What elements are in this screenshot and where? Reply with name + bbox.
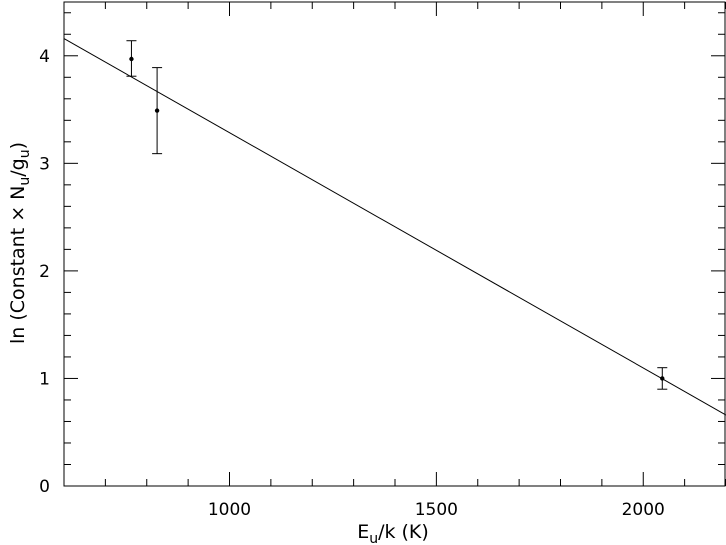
data-point-group — [126, 40, 137, 77]
x-tick-label: 1500 — [415, 500, 458, 520]
x-axis-ticks — [63, 2, 726, 486]
x-tick-labels: 1000 1500 2000 — [208, 500, 665, 520]
fit-line-group — [63, 38, 726, 416]
y-tick-label: 1 — [39, 369, 50, 389]
data-point — [660, 376, 665, 381]
data-point — [154, 108, 160, 113]
fit-line — [63, 38, 726, 416]
y-tick-label: 3 — [39, 154, 50, 174]
data-point — [129, 56, 134, 62]
data-point-group — [152, 67, 163, 155]
x-tick-label: 1000 — [208, 500, 251, 520]
y-tick-label: 4 — [39, 47, 50, 67]
y-axis-label: ln (Constant × Nu/gu) — [7, 142, 33, 344]
x-axis-label: Eu/k (K) — [357, 521, 429, 545]
data-points — [126, 40, 668, 390]
plot-border — [63, 1, 726, 487]
y-tick-label: 0 — [39, 477, 50, 497]
y-tick-labels: 0 1 2 3 4 — [39, 47, 50, 497]
plot-frame — [63, 1, 726, 487]
y-axis-ticks — [64, 12, 725, 487]
data-point-group — [657, 367, 668, 390]
y-tick-label: 2 — [39, 262, 50, 282]
x-tick-label: 2000 — [622, 500, 665, 520]
